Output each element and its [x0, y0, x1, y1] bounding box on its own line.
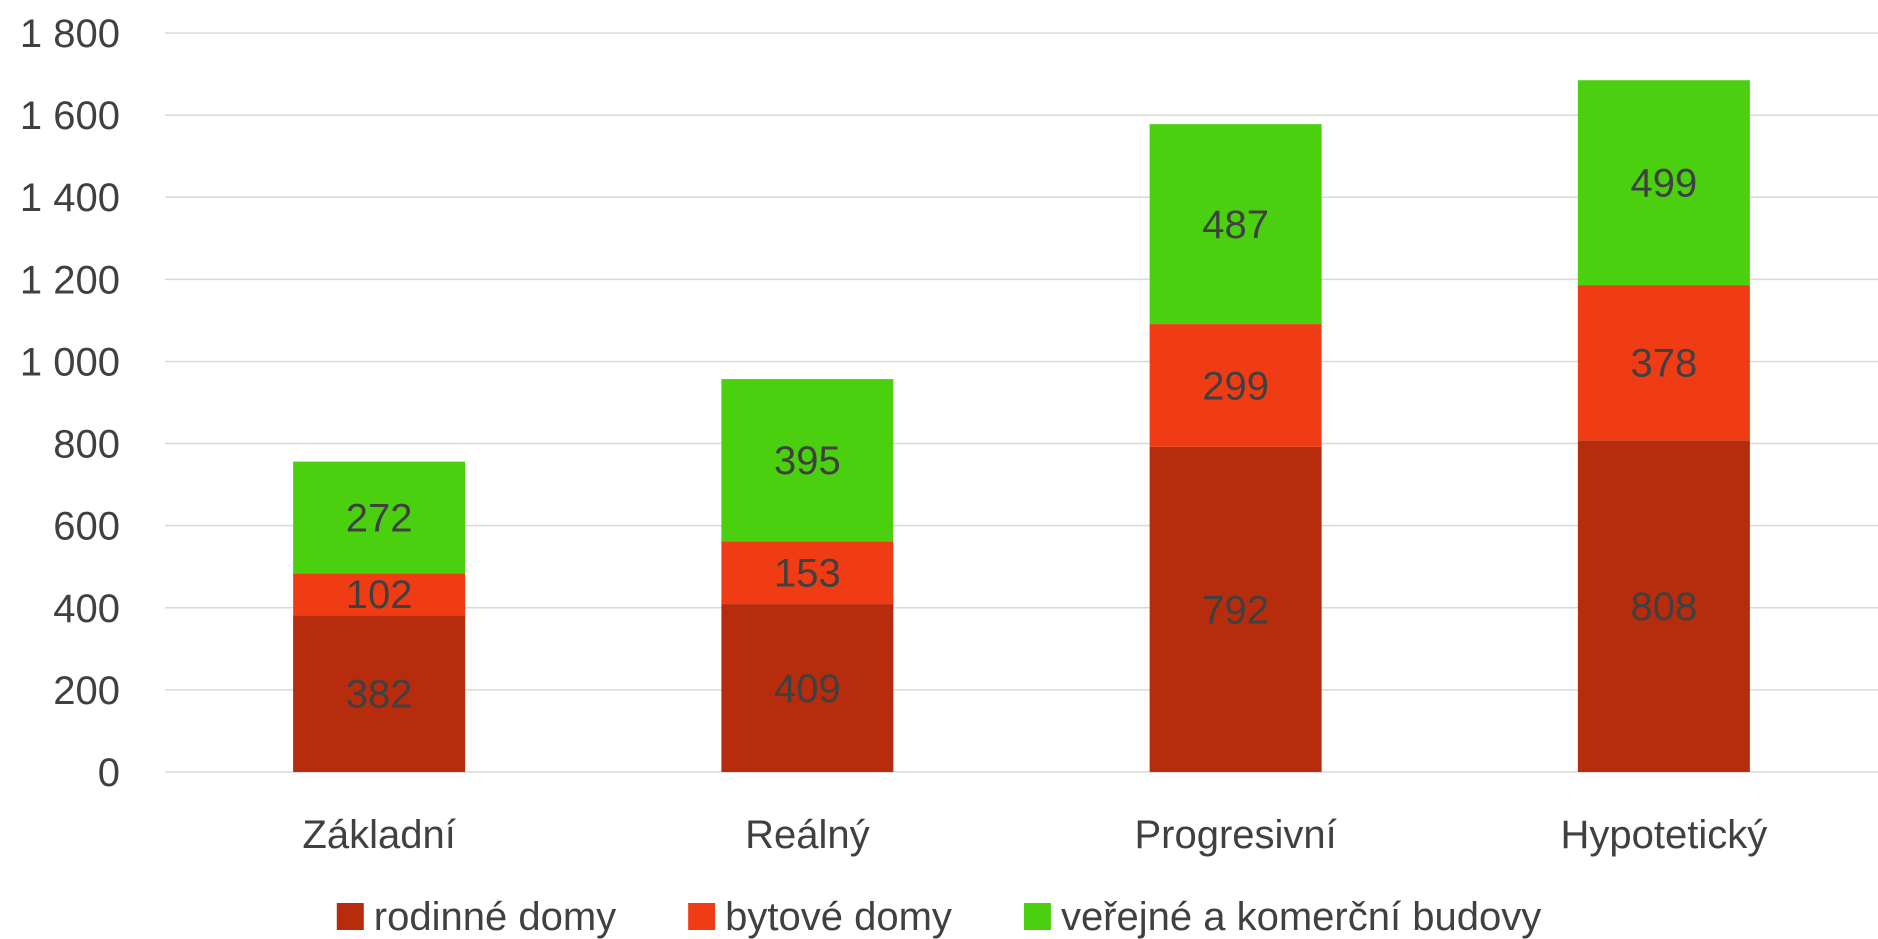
data-label: 153: [774, 552, 841, 596]
bar-segment-bytové-domy: [293, 573, 466, 616]
y-tick-label: 1 400: [20, 176, 120, 220]
y-tick-label: 400: [53, 587, 120, 631]
y-tick-label: 200: [53, 669, 120, 713]
data-label: 808: [1631, 585, 1698, 629]
data-label: 395: [774, 439, 841, 483]
legend-label: bytové domy: [725, 895, 952, 939]
y-tick-label: 800: [53, 423, 120, 467]
x-category-label: Hypotetický: [1561, 813, 1768, 857]
data-label: 499: [1631, 162, 1698, 206]
y-tick-label: 1 000: [20, 340, 120, 384]
data-label: 409: [774, 667, 841, 711]
x-category-label: Reálný: [745, 813, 870, 857]
bar-segment-veřejné-a-komerční-budovy: [721, 379, 894, 542]
data-label: 272: [346, 496, 413, 540]
y-tick-label: 1 200: [20, 258, 120, 302]
bar-segment-veřejné-a-komerční-budovy: [1577, 80, 1750, 286]
data-label: 378: [1631, 342, 1698, 386]
x-category-label: Základní: [302, 813, 455, 857]
data-label: 487: [1202, 203, 1269, 247]
legend-swatch: [688, 903, 716, 930]
bar-segment-rodinné-domy: [293, 615, 466, 772]
x-axis-category-labels: Základní Reálný Progresivní Hypotetický: [302, 813, 1767, 857]
y-tick-label: 600: [53, 505, 120, 549]
legend-label: rodinné domy: [374, 895, 616, 939]
bar-segment-veřejné-a-komerční-budovy: [293, 461, 466, 574]
x-category-label: Progresivní: [1134, 813, 1336, 857]
data-label: 102: [346, 573, 413, 617]
data-label: 792: [1202, 588, 1269, 632]
y-tick-label: 1 600: [20, 94, 120, 138]
legend-swatch: [336, 903, 364, 930]
bar-segment-rodinné-domy: [1149, 446, 1322, 772]
legend-label: veřejné a komerční budovy: [1061, 895, 1541, 939]
bar-segment-rodinné-domy: [721, 604, 894, 772]
data-label: 382: [346, 673, 413, 717]
data-labels: 382 102 272 409 153 395 792 299 487 808 378 499: [346, 162, 1698, 717]
bar-segment-bytové-domy: [721, 541, 894, 605]
bar-segment-bytové-domy: [1149, 324, 1322, 447]
y-tick-label: 1 800: [20, 12, 120, 56]
bar-segment-bytové-domy: [1577, 285, 1750, 441]
data-label: 299: [1202, 364, 1269, 408]
y-axis-tick-labels: 0 200 400 600 800 1 000 1 200 1 400 1 600 1 800: [20, 12, 120, 795]
bars: [293, 80, 1750, 772]
bar-segment-rodinné-domy: [1577, 440, 1750, 772]
bar-segment-veřejné-a-komerční-budovy: [1149, 124, 1322, 325]
y-tick-label: 0: [98, 751, 120, 795]
legend: rodinné domy bytové domy veřejné a komerčn…: [336, 895, 1541, 939]
legend-swatch: [1023, 903, 1051, 930]
